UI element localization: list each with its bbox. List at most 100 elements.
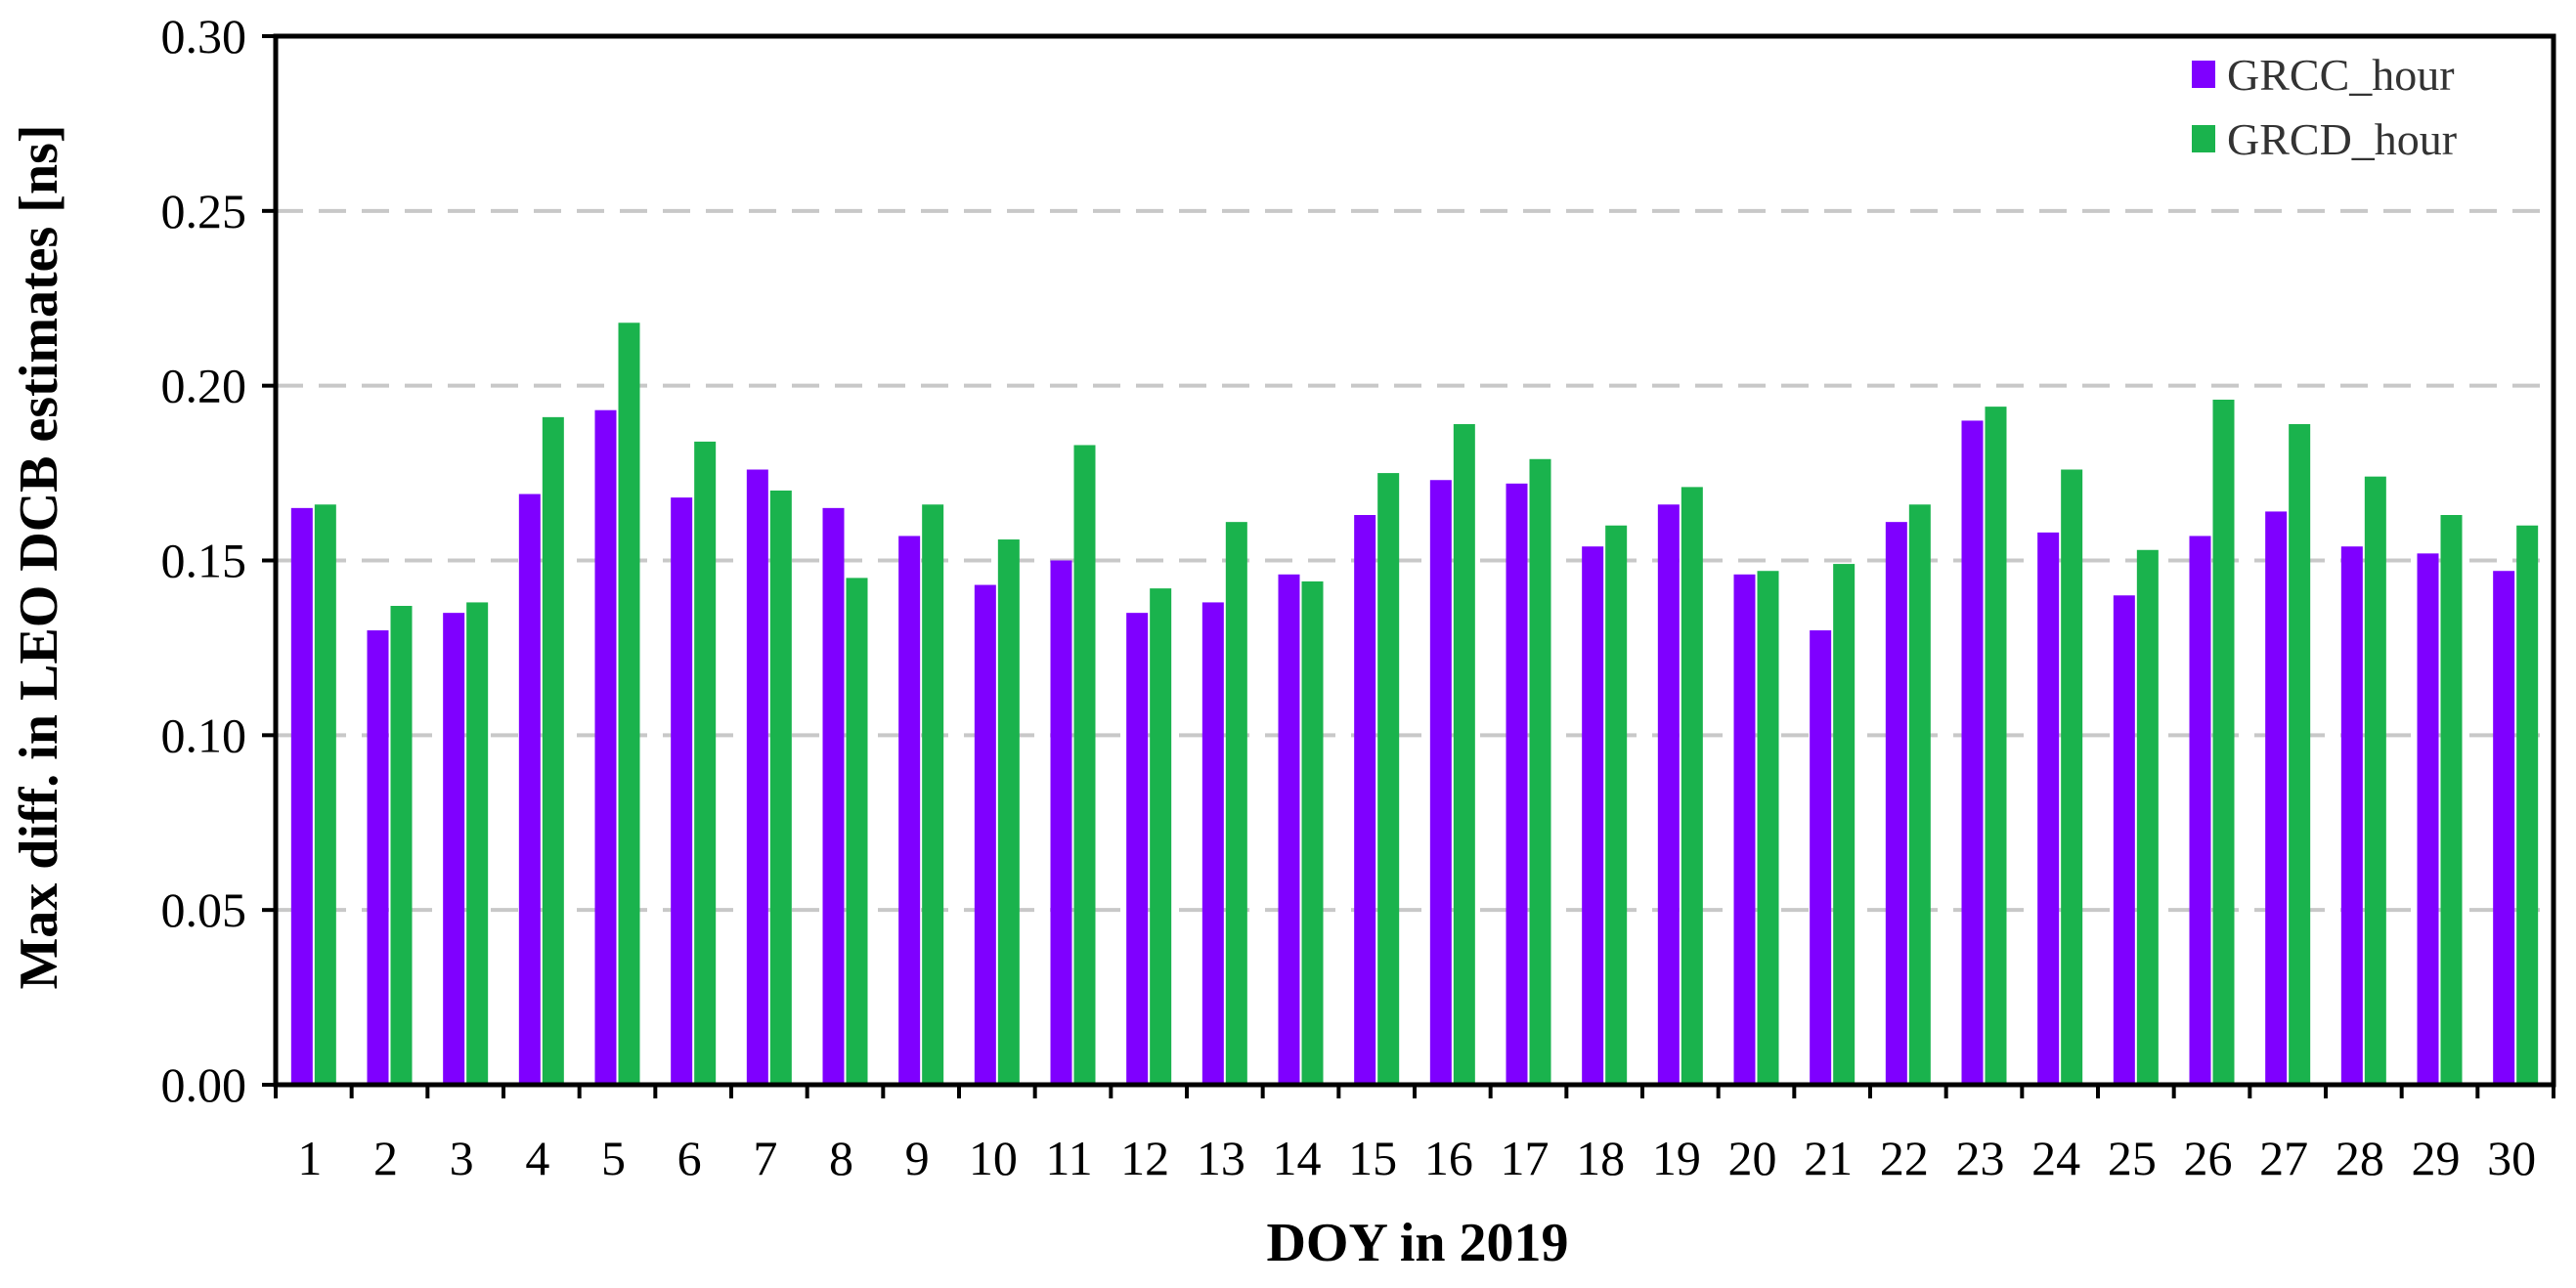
bar-GRCC_hour-22 <box>1885 522 1907 1085</box>
bar-GRCD_hour-18 <box>1605 525 1628 1085</box>
bar-GRCC_hour-1 <box>290 507 313 1085</box>
bar-GRCD_hour-25 <box>2136 549 2159 1085</box>
y-tick-labels: 0.00 0.05 0.10 0.15 0.20 0.25 0.30 <box>161 9 247 1112</box>
legend-swatch-GRCD_hour <box>2192 125 2215 152</box>
bar-GRCD_hour-3 <box>466 602 489 1085</box>
x-tick-label: 27 <box>2259 1131 2308 1185</box>
bar-GRCD_hour-21 <box>1833 564 1856 1085</box>
x-tick-label: 6 <box>677 1131 702 1185</box>
y-tick-label: 0.00 <box>161 1057 247 1112</box>
bar-GRCD_hour-11 <box>1073 445 1096 1086</box>
x-tick-label: 10 <box>969 1131 1018 1185</box>
x-tick-label: 26 <box>2184 1131 2233 1185</box>
bar-GRCD_hour-2 <box>390 605 413 1085</box>
bar-GRCC_hour-24 <box>2037 532 2060 1085</box>
x-tick-label: 29 <box>2412 1131 2461 1185</box>
x-tick-label: 22 <box>1880 1131 1929 1185</box>
bar-GRCD_hour-15 <box>1377 473 1400 1085</box>
legend-label-GRCD_hour: GRCD_hour <box>2227 114 2457 164</box>
bar-GRCC_hour-14 <box>1278 574 1300 1085</box>
bar-GRCC_hour-17 <box>1506 483 1528 1085</box>
bar-GRCD_hour-20 <box>1757 571 1779 1085</box>
bar-GRCC_hour-19 <box>1657 504 1680 1085</box>
x-tick-label: 30 <box>2487 1131 2536 1185</box>
bar-GRCD_hour-30 <box>2516 525 2539 1085</box>
bar-GRCD_hour-22 <box>1908 504 1931 1085</box>
bar-GRCC_hour-28 <box>2340 546 2363 1085</box>
bar-GRCC_hour-25 <box>2113 595 2135 1085</box>
bar-GRCC_hour-4 <box>518 494 541 1085</box>
x-tick-label: 16 <box>1424 1131 1473 1185</box>
y-tick-label: 0.20 <box>161 359 247 413</box>
bar-GRCD_hour-29 <box>2440 515 2463 1085</box>
x-tick-label: 18 <box>1576 1131 1625 1185</box>
bar-GRCC_hour-20 <box>1733 574 1756 1085</box>
x-tick-label: 13 <box>1197 1131 1245 1185</box>
bar-GRCD_hour-26 <box>2212 399 2235 1085</box>
gridlines <box>276 208 2554 913</box>
bar-GRCC_hour-6 <box>671 497 693 1085</box>
x-tick-label: 12 <box>1120 1131 1169 1185</box>
bar-GRCC_hour-26 <box>2189 536 2211 1085</box>
x-tick-label: 17 <box>1501 1131 1550 1185</box>
bar-GRCC_hour-16 <box>1429 480 1452 1085</box>
legend-label-GRCC_hour: GRCC_hour <box>2227 50 2455 100</box>
bar-GRCD_hour-9 <box>922 504 944 1085</box>
bar-GRCD_hour-10 <box>997 539 1020 1085</box>
bar-GRCD_hour-16 <box>1453 424 1475 1085</box>
bar-GRCC_hour-3 <box>443 613 465 1085</box>
x-tick-label: 24 <box>2031 1131 2080 1185</box>
bar-GRCC_hour-10 <box>974 584 996 1085</box>
bar-GRCD_hour-13 <box>1225 522 1247 1085</box>
y-tick-label: 0.30 <box>161 9 247 64</box>
x-tick-label: 1 <box>297 1131 322 1185</box>
x-tick-labels: 1 2 3 4 5 6 7 8 9 10 11 12 13 14 15 16 17 18 19 20 21 22 23 24 2… <box>297 1131 2536 1185</box>
x-tick-label: 28 <box>2336 1131 2384 1185</box>
bar-GRCD_hour-14 <box>1301 580 1324 1085</box>
bar-GRCC_hour-23 <box>1961 420 1984 1085</box>
x-tick-label: 7 <box>753 1131 777 1185</box>
x-tick-label: 3 <box>450 1131 474 1185</box>
bar-GRCD_hour-5 <box>618 322 640 1086</box>
y-tick-label: 0.10 <box>161 708 247 762</box>
x-tick-label: 25 <box>2108 1131 2157 1185</box>
bars <box>290 322 2539 1086</box>
bar-GRCC_hour-13 <box>1201 602 1224 1085</box>
bar-GRCD_hour-12 <box>1150 588 1172 1085</box>
bar-GRCC_hour-12 <box>1126 613 1149 1085</box>
x-tick-label: 5 <box>601 1131 626 1185</box>
bar-GRCC_hour-21 <box>1810 630 1832 1085</box>
bar-GRCD_hour-4 <box>542 416 564 1085</box>
bar-GRCD_hour-17 <box>1529 458 1551 1085</box>
bar-GRCC_hour-15 <box>1354 515 1376 1085</box>
y-tick-label: 0.05 <box>161 882 247 937</box>
x-tick-label: 19 <box>1652 1131 1701 1185</box>
bar-GRCD_hour-6 <box>694 441 717 1086</box>
bar-GRCD_hour-28 <box>2364 476 2386 1085</box>
bar-GRCD_hour-1 <box>314 504 336 1085</box>
x-tick-label: 9 <box>905 1131 930 1185</box>
bar-GRCC_hour-8 <box>822 507 845 1085</box>
bar-GRCD_hour-24 <box>2061 469 2083 1085</box>
x-tick-label: 11 <box>1045 1131 1092 1185</box>
bar-GRCC_hour-5 <box>594 409 617 1085</box>
bar-GRCC_hour-29 <box>2417 553 2439 1085</box>
legend-swatch-GRCC_hour <box>2192 61 2215 88</box>
bar-GRCC_hour-18 <box>1582 546 1604 1085</box>
x-axis-title: DOY in 2019 <box>1266 1213 1568 1273</box>
x-tick-label: 4 <box>525 1131 549 1185</box>
legend: GRCC_hour GRCD_hour <box>2192 50 2457 164</box>
bar-GRCD_hour-27 <box>2289 424 2311 1085</box>
bar-GRCD_hour-23 <box>1985 407 2007 1085</box>
x-tick-label: 2 <box>373 1131 398 1185</box>
bar-GRCD_hour-7 <box>769 490 792 1085</box>
bar-GRCC_hour-11 <box>1050 560 1072 1085</box>
x-tick-label: 21 <box>1804 1131 1853 1185</box>
y-tick-label: 0.15 <box>161 534 247 588</box>
bar-GRCD_hour-8 <box>846 578 868 1085</box>
x-tick-label: 15 <box>1348 1131 1397 1185</box>
bar-GRCD_hour-19 <box>1681 487 1703 1085</box>
x-tick-label: 14 <box>1273 1131 1322 1185</box>
